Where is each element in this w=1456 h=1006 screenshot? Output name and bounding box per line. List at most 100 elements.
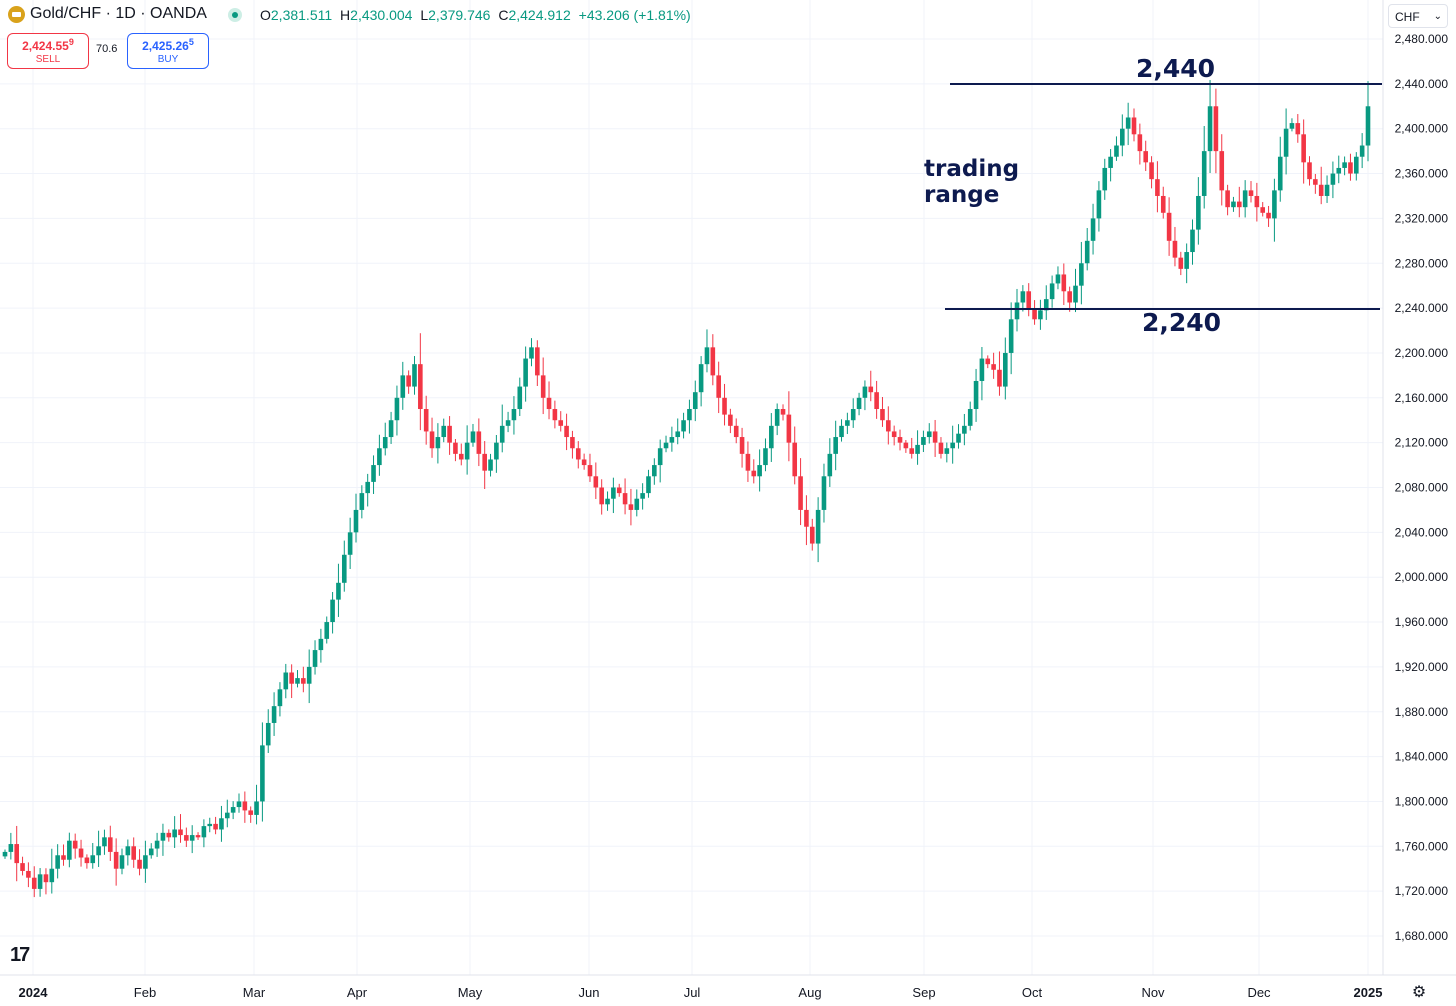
candle-up: [382, 437, 388, 449]
time-tick-label: Oct: [1022, 985, 1043, 1000]
candle-up: [125, 846, 131, 856]
candle-up: [956, 433, 961, 443]
chevron-down-icon: ⌄: [1433, 11, 1442, 22]
time-axis[interactable]: 2024 Feb Mar Apr May Jun Jul Aug Sep Oct Nov Dec 202…: [0, 974, 1456, 1000]
candle-up: [1196, 195, 1201, 230]
candle-down: [458, 453, 464, 460]
candle-down: [1260, 207, 1266, 213]
candle-up: [119, 855, 125, 869]
candle-down: [31, 877, 37, 889]
time-tick-label: 2024: [19, 985, 49, 1000]
candle-up: [330, 599, 335, 623]
price-tick-label: 1,960.000: [1395, 615, 1449, 629]
candle-up: [488, 459, 493, 471]
symbol-title[interactable]: Gold/CHF · 1D · OANDA: [30, 5, 207, 22]
candle-up: [271, 706, 277, 723]
time-tick-label: Dec: [1247, 985, 1271, 1000]
candle-down: [985, 358, 991, 365]
candle-down: [43, 874, 49, 883]
candle-down: [1172, 240, 1178, 258]
buy-button[interactable]: 2,425.265 BUY: [127, 33, 209, 69]
price-tick-label: 2,160.000: [1395, 391, 1449, 405]
candle-down: [423, 409, 429, 432]
candle-up: [277, 689, 283, 707]
candle-down: [1307, 162, 1312, 180]
candle-up: [973, 380, 979, 410]
candle-up: [102, 837, 107, 847]
tradingview-logo-icon[interactable]: 17: [10, 944, 30, 966]
settings-gear-icon[interactable]: ⚙: [1411, 984, 1427, 1001]
time-tick-label: Nov: [1141, 985, 1165, 1000]
candle-up: [1324, 184, 1330, 196]
candle-up: [833, 437, 838, 454]
candle-up: [494, 442, 499, 460]
candle-up: [950, 442, 955, 449]
candle-up: [640, 493, 645, 499]
candle-down: [616, 487, 622, 494]
price-tick-label: 1,760.000: [1395, 839, 1449, 853]
candle-up: [1359, 145, 1365, 157]
candle-up: [1073, 285, 1078, 303]
candle-up: [1283, 128, 1289, 157]
candle-up: [856, 397, 862, 410]
candle-up: [944, 448, 950, 454]
price-tick-label: 2,000.000: [1395, 570, 1449, 584]
candle-up: [1084, 240, 1090, 264]
candle-down: [886, 420, 891, 432]
candle-down: [476, 431, 482, 454]
low-key: L: [420, 7, 429, 23]
price-tick-label: 2,400.000: [1395, 122, 1449, 136]
candle-down: [1318, 184, 1324, 196]
spread-value: 70.6: [96, 43, 118, 55]
sell-button[interactable]: 2,424.559 SELL: [7, 33, 89, 69]
candle-up: [1201, 151, 1207, 196]
trading-range-label-line1: trading: [924, 156, 1019, 182]
candle-down: [447, 425, 452, 443]
candle-up: [341, 554, 347, 583]
candle-up: [318, 638, 324, 651]
candle-up: [470, 431, 476, 443]
candle-down: [739, 437, 745, 454]
ohlc-readout: O2,381.511 H2,430.004 L2,379.746 C2,424.…: [260, 7, 695, 23]
candle-down: [26, 870, 31, 878]
candle-up: [827, 453, 833, 477]
candle-up: [1336, 167, 1342, 174]
candle-up: [663, 442, 669, 449]
candle-up: [657, 448, 663, 466]
currency-selector[interactable]: CHF ⌄: [1388, 4, 1448, 28]
candle-up: [1184, 252, 1189, 269]
candle-down: [535, 347, 540, 376]
candle-up: [148, 848, 154, 856]
candle-up: [921, 437, 926, 445]
time-tick-label: Jun: [579, 985, 600, 1000]
candle-up: [821, 476, 827, 510]
candle-down: [178, 829, 183, 836]
candle-up: [359, 493, 365, 510]
candle-down: [909, 448, 915, 454]
price-tick-label: 2,080.000: [1395, 481, 1449, 495]
candle-up: [926, 431, 932, 438]
candle-up: [646, 476, 651, 494]
candle-down: [1032, 308, 1037, 320]
candle-up: [283, 672, 289, 690]
candle-up: [160, 832, 166, 841]
price-tick-label: 2,200.000: [1395, 346, 1449, 360]
candle-up: [1120, 128, 1125, 146]
candle-up: [704, 347, 710, 365]
price-tick-label: 2,120.000: [1395, 436, 1449, 450]
price-tick-label: 1,840.000: [1395, 750, 1449, 764]
price-tick-label: 1,880.000: [1395, 705, 1449, 719]
price-tick-label: 1,680.000: [1395, 929, 1449, 943]
candle-up: [523, 358, 528, 387]
candle-up: [774, 409, 780, 426]
candle-up: [1289, 123, 1295, 129]
trading-range-label-line2: range: [924, 182, 999, 208]
candle-down: [809, 526, 815, 544]
candle-up: [143, 855, 148, 869]
candle-up: [1342, 162, 1347, 168]
candle-up: [1008, 319, 1014, 353]
price-axis[interactable]: 2,480.000 2,440.000 2,400.000 2,360.000 2,32…: [1382, 0, 1449, 975]
market-status-icon[interactable]: [228, 8, 242, 22]
candle-up: [979, 358, 985, 381]
